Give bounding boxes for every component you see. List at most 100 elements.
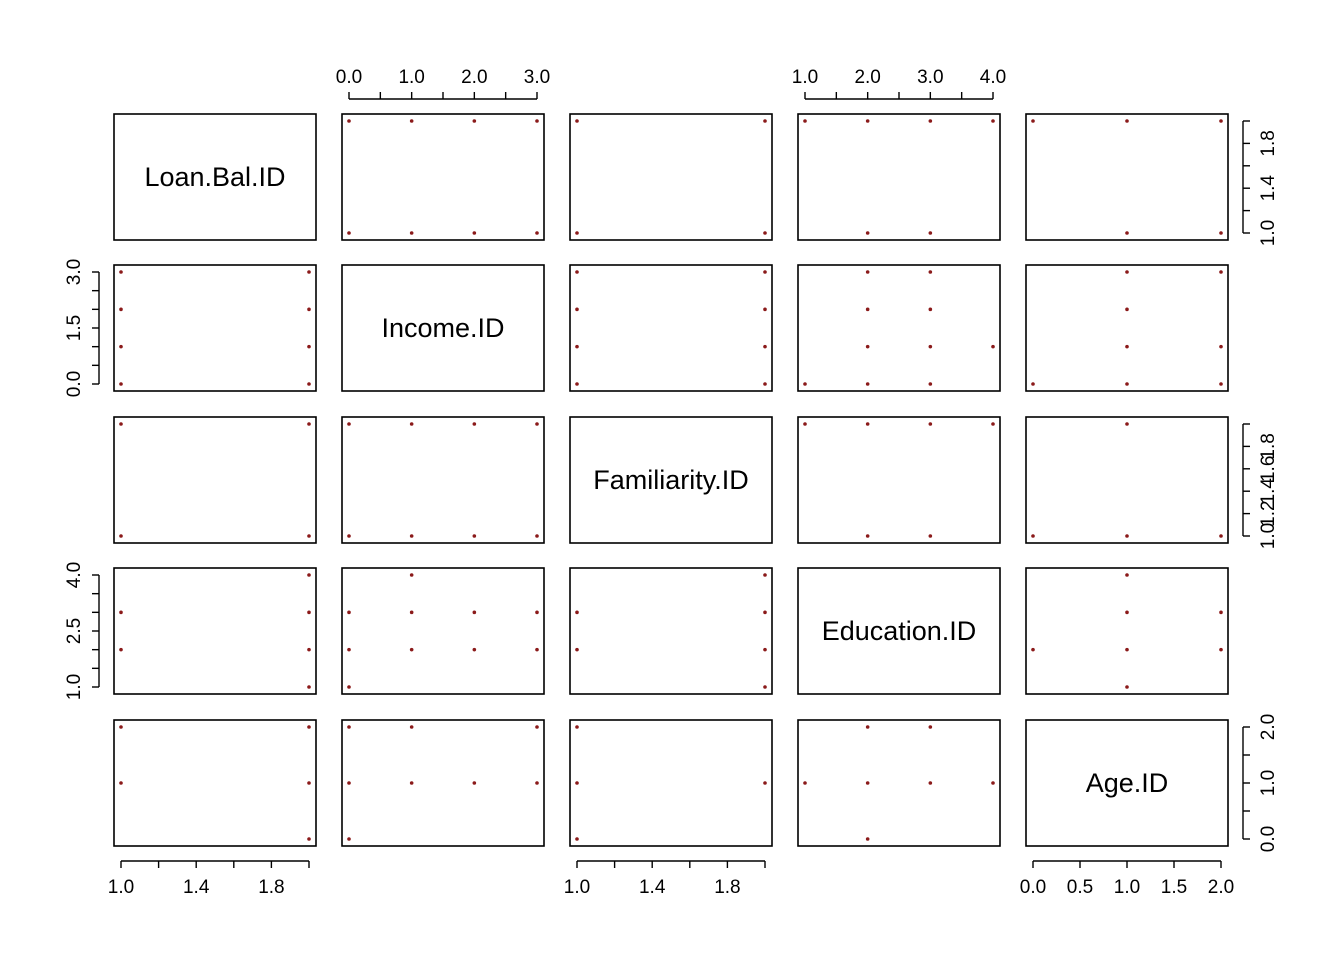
data-point-r3-c1-5 [409,573,414,577]
panel-frame-r2-c3 [797,416,1001,544]
panel-frame-r0-c1 [341,113,545,241]
data-point-r1-c4-6 [1125,270,1129,274]
data-point-r4-c3-3 [865,725,870,729]
tick-label-bottom-c2-0: 1.0 [564,877,590,898]
data-point-r2-c1-2 [409,534,414,538]
panel-frame-r0-c0 [113,113,317,241]
tick-label-top-c1-0: 0.0 [336,67,362,88]
data-point-r4-c1-7 [535,725,539,729]
data-point-r1-c4-7 [1219,270,1223,274]
data-point-r4-c2-3 [763,781,767,785]
data-point-r1-c3-9 [928,270,933,274]
panel-frame-r4-c2 [569,719,773,847]
data-point-r4-c1-2 [347,725,351,729]
variable-label-familiarity-id: Familiarity.ID [593,465,749,495]
data-point-r3-c1-6 [472,647,477,652]
data-point-r2-c1-0 [347,534,351,538]
tick-label-right-r0-4: 1.8 [1258,130,1279,156]
data-point-r4-c1-4 [409,725,414,729]
data-point-r3-c1-4 [409,610,414,615]
data-point-r3-c1-3 [409,647,414,652]
data-point-r0-c4-4 [1219,119,1223,123]
panel-frame-r1-c4 [1025,264,1229,392]
data-point-r2-c1-5 [472,422,477,426]
data-point-r4-c1-1 [347,781,351,785]
panel-frame-r2-c2 [569,416,773,544]
data-point-r0-c2-0 [575,231,579,235]
data-point-r0-c1-6 [472,119,477,123]
panel-frame-r3-c0 [113,567,317,695]
data-point-r3-c2-4 [763,610,767,615]
data-point-r0-c3-1 [928,231,933,235]
panel-frame-r4-c1 [341,719,545,847]
data-point-r1-c2-4 [575,307,579,312]
panel-frame-r0-c3 [797,113,1001,241]
data-point-r2-c4-1 [1125,534,1129,538]
data-point-r1-c4-3 [1125,344,1129,349]
data-point-r1-c2-5 [763,307,767,312]
variable-label-loan-bal-id: Loan.Bal.ID [144,162,285,192]
panel-frame-r3-c2 [569,567,773,695]
data-point-r3-c0-4 [307,610,311,615]
panel-frame-r4-c3 [797,719,1001,847]
data-point-r2-c4-2 [1219,534,1223,538]
data-point-r0-c1-4 [347,119,351,123]
data-point-r0-c3-5 [991,119,995,123]
data-point-r3-c1-8 [535,647,539,652]
data-point-r0-c1-7 [535,119,539,123]
data-point-r3-c4-2 [1125,647,1129,652]
tick-label-top-c1-6: 3.0 [524,67,550,88]
data-point-r1-c3-2 [928,382,933,386]
tick-label-right-r2-2: 1.4 [1258,478,1279,505]
data-point-r1-c2-1 [763,382,767,386]
panel-frame-r3-c1 [341,567,545,695]
data-point-r0-c3-0 [865,231,870,235]
panel-frame-r1-c3 [797,264,1001,392]
data-point-r3-c1-1 [347,647,351,652]
data-point-r2-c3-5 [991,422,995,426]
tick-label-bottom-c0-4: 1.8 [258,877,284,898]
tick-label-bottom-c0-0: 1.0 [108,877,134,898]
data-point-r4-c1-5 [472,781,477,785]
data-point-r4-c2-0 [575,837,579,841]
data-point-r1-c3-4 [928,344,933,349]
data-point-r1-c4-5 [1125,307,1129,312]
panel-frame-r2-c1 [341,416,545,544]
panel-frame-r0-c4 [1025,113,1229,241]
tick-label-bottom-c0-2: 1.4 [183,877,210,898]
panel-frame-r3-c4 [1025,567,1229,695]
data-point-r0-c1-2 [472,231,477,235]
data-point-r1-c2-0 [575,382,579,386]
data-point-r3-c2-0 [575,647,579,652]
data-point-r1-c4-4 [1219,344,1223,349]
data-point-r3-c2-5 [763,573,767,577]
data-point-r3-c1-9 [535,610,539,615]
data-point-r4-c2-1 [575,781,579,785]
data-point-r2-c3-0 [865,534,870,538]
variable-label-education-id: Education.ID [822,616,977,646]
panel-frame-r2-c0 [113,416,317,544]
tick-label-right-r4-2: 1.0 [1258,770,1279,796]
data-point-r1-c0-2 [119,307,123,312]
data-point-r1-c0-1 [119,344,123,349]
panel-frame-r3-c3 [797,567,1001,695]
tick-label-top-c3-4: 3.0 [917,67,943,88]
tick-label-bottom-c2-4: 1.8 [714,877,740,898]
data-point-r0-c3-4 [928,119,933,123]
data-point-r2-c4-0 [1031,534,1035,538]
data-point-r2-c1-7 [535,422,539,426]
tick-label-top-c1-2: 1.0 [398,67,424,88]
data-point-r0-c3-2 [803,119,807,123]
data-point-r3-c4-3 [1219,647,1223,652]
tick-label-left-r3-0: 1.0 [64,674,85,700]
data-point-r2-c1-3 [409,422,414,426]
tick-label-right-r4-4: 2.0 [1258,714,1279,740]
data-point-r2-c0-3 [307,422,311,426]
tick-label-right-r0-0: 1.0 [1258,220,1279,246]
data-point-r3-c4-6 [1125,573,1129,577]
panel-frame-r0-c2 [569,113,773,241]
data-point-r3-c2-2 [763,685,767,689]
data-point-r1-c3-6 [865,307,870,312]
tick-label-top-c1-4: 2.0 [461,67,487,88]
